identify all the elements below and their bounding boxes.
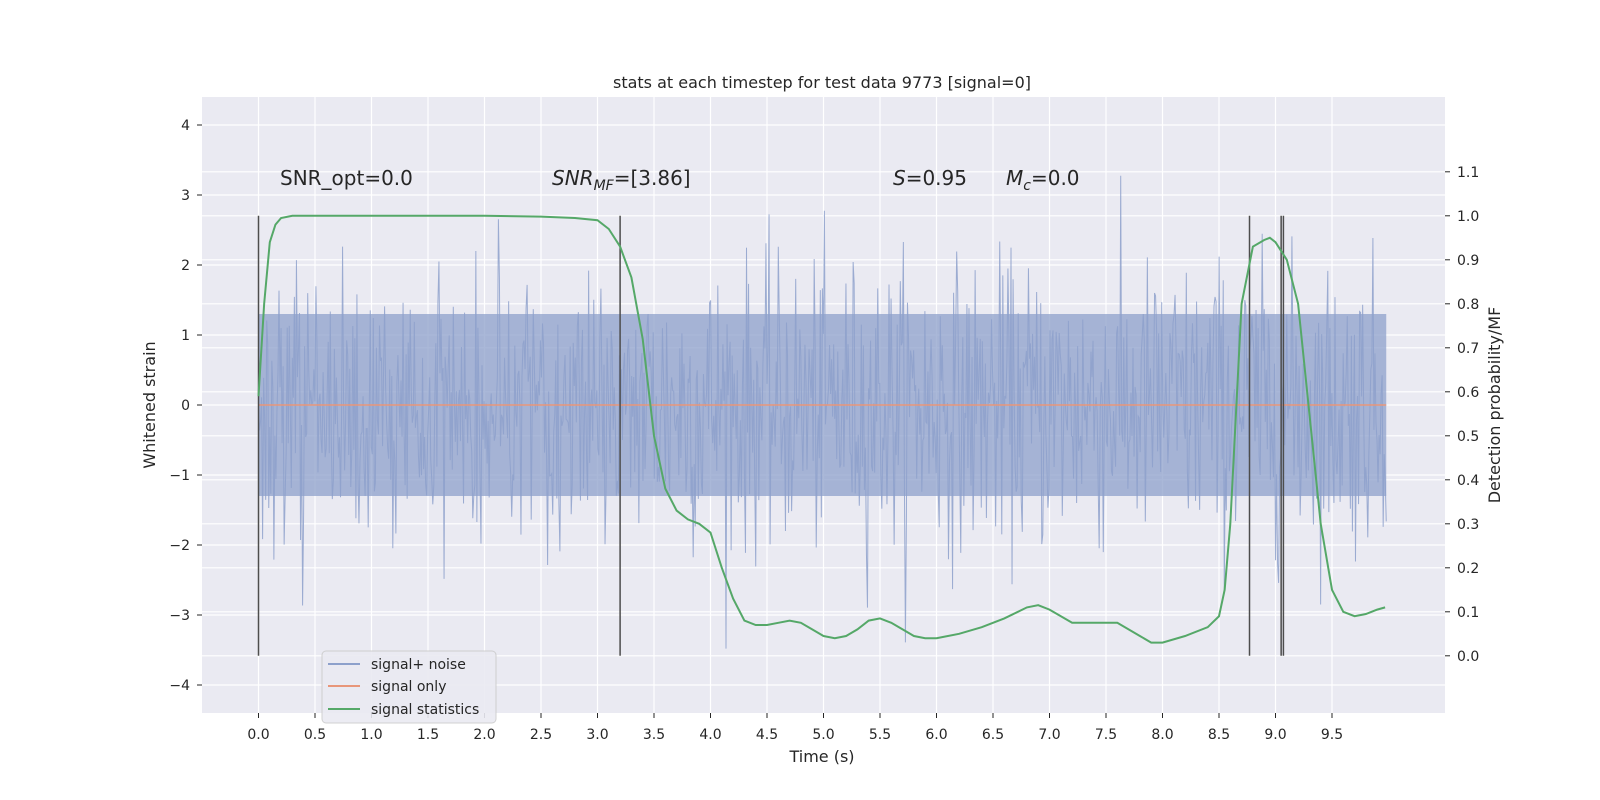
x-tick-label: 3.0 — [586, 727, 608, 743]
legend-label-signal-only: signal only — [371, 679, 446, 695]
legend: signal+ noise signal only signal statist… — [321, 650, 497, 724]
left-y-tick-label: 4 — [181, 118, 190, 134]
right-y-tick-label: 0.1 — [1457, 605, 1479, 621]
x-tick-label: 1.5 — [417, 727, 439, 743]
left-y-tick-label: −4 — [169, 678, 190, 694]
x-tick-label: 6.5 — [982, 727, 1004, 743]
vertical-marker-lines — [257, 215, 1285, 656]
annotation-snr-opt: SNR_opt=0.0 — [280, 166, 413, 190]
x-tick-label: 6.0 — [925, 727, 947, 743]
right-y-tick-label: 0.0 — [1457, 649, 1479, 665]
left-y-tick-label: −1 — [169, 468, 190, 484]
x-tick-label: 5.0 — [812, 727, 834, 743]
left-y-tick-label: −2 — [169, 538, 190, 554]
x-tick-label: 8.0 — [1151, 727, 1173, 743]
x-tick-label: 8.5 — [1208, 727, 1230, 743]
noise-trace — [258, 175, 1387, 649]
right-y-tick-label: 0.2 — [1457, 561, 1479, 577]
left-y-tick-label: 2 — [181, 258, 190, 274]
x-tick-label: 2.0 — [473, 727, 495, 743]
legend-label-statistics: signal statistics — [371, 702, 479, 718]
legend-box — [321, 650, 497, 724]
x-axis-label: Time (s) — [788, 747, 854, 766]
x-tick-label: 7.5 — [1095, 727, 1117, 743]
right-y-tick-label: 0.5 — [1457, 429, 1479, 445]
left-y-axis-ticks: 4 3 2 1 0 −1 −2 −3 −4 — [169, 118, 202, 694]
right-y-tick-label: 0.6 — [1457, 385, 1479, 401]
x-tick-label: 3.5 — [643, 727, 665, 743]
x-tick-label: 0.0 — [247, 727, 269, 743]
x-tick-label: 1.0 — [360, 727, 382, 743]
x-tick-label: 0.5 — [304, 727, 326, 743]
legend-label-noise: signal+ noise — [371, 657, 466, 673]
right-y-tick-label: 0.7 — [1457, 341, 1479, 357]
x-tick-label: 9.0 — [1264, 727, 1286, 743]
right-y-tick-label: 0.8 — [1457, 297, 1479, 313]
right-y-tick-label: 1.0 — [1457, 209, 1479, 225]
right-y-tick-label: 0.9 — [1457, 253, 1479, 269]
left-y-tick-label: 0 — [181, 398, 190, 414]
left-y-tick-label: 3 — [181, 188, 190, 204]
x-tick-label: 5.5 — [869, 727, 891, 743]
right-y-tick-label: 0.4 — [1457, 473, 1479, 489]
annotation-mc: Mc=0.0 — [1006, 166, 1080, 194]
annotation-snr-mf: SNRMF=[3.86] — [552, 166, 691, 194]
left-y-tick-label: −3 — [169, 608, 190, 624]
signal-statistics-series — [257, 214, 1386, 644]
annotation-s: S=0.95 — [893, 166, 967, 190]
right-y-axis-label: Detection probability/MF — [1485, 307, 1504, 504]
left-y-tick-label: 1 — [181, 328, 190, 344]
left-y-axis-label: Whitened strain — [140, 341, 159, 468]
right-y-tick-label: 1.1 — [1457, 165, 1479, 181]
x-tick-label: 4.5 — [756, 727, 778, 743]
x-tick-label: 4.0 — [699, 727, 721, 743]
x-tick-label: 2.5 — [530, 727, 552, 743]
x-tick-label: 9.5 — [1321, 727, 1343, 743]
right-y-tick-label: 0.3 — [1457, 517, 1479, 533]
right-y-axis-ticks: 1.1 1.0 0.9 0.8 0.7 0.6 0.5 0.4 0.3 0.2 0.1 0.0 — [1445, 165, 1479, 665]
x-tick-label: 7.0 — [1038, 727, 1060, 743]
chart-title: stats at each timestep for test data 977… — [613, 73, 1031, 92]
x-axis-ticks: 0.0 0.5 1.0 1.5 2.0 2.5 3.0 3.5 4.0 4.5 5.0 5.5 6.0 6… — [247, 713, 1343, 743]
